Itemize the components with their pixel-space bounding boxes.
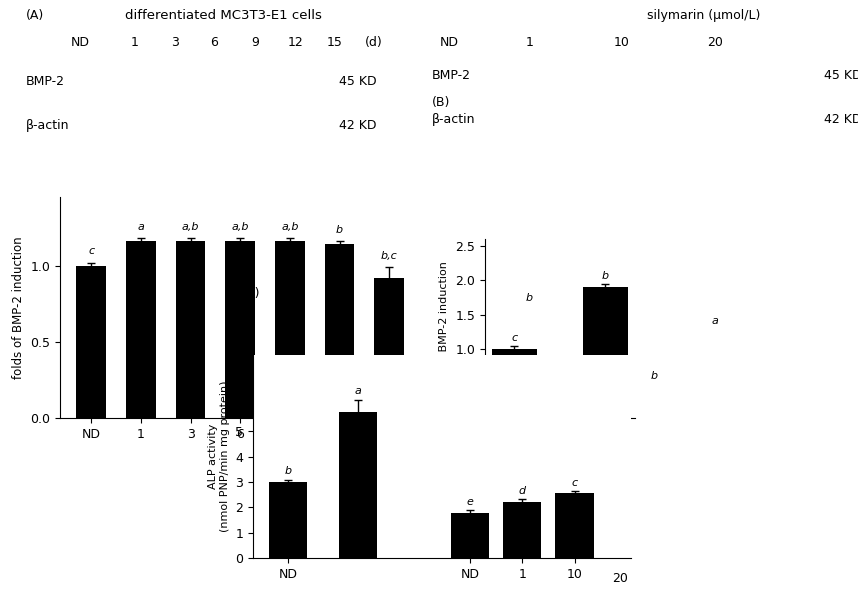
Text: a: a: [137, 222, 144, 232]
Text: b,c: b,c: [381, 251, 397, 261]
Bar: [339, 413, 378, 558]
Bar: [176, 241, 206, 418]
Bar: [374, 278, 404, 418]
Text: c: c: [88, 247, 94, 257]
Text: 45 KD: 45 KD: [824, 69, 858, 82]
Bar: [583, 287, 628, 418]
Y-axis label: ALP activity
(nmol PNP/min mg protein): ALP activity (nmol PNP/min mg protein): [208, 381, 230, 533]
Text: BMP-2: BMP-2: [432, 69, 470, 82]
Text: c: c: [571, 478, 577, 488]
Bar: [226, 241, 255, 418]
Bar: [269, 482, 307, 558]
Bar: [450, 513, 489, 558]
Text: ND: ND: [440, 36, 459, 49]
Bar: [492, 349, 537, 418]
Text: 1: 1: [130, 36, 139, 49]
Y-axis label: folds of BMP-2 induction: folds of BMP-2 induction: [439, 261, 450, 396]
Text: b: b: [650, 371, 657, 381]
Text: β-actin: β-actin: [432, 113, 475, 127]
Text: 42 KD: 42 KD: [824, 113, 858, 127]
Text: c: c: [511, 333, 517, 343]
Text: (C): (C): [242, 287, 261, 300]
Text: a: a: [354, 386, 361, 396]
Text: 12: 12: [287, 36, 303, 49]
Text: BMP-2: BMP-2: [26, 75, 64, 88]
Text: a,b: a,b: [232, 222, 249, 232]
Text: b: b: [526, 294, 533, 303]
Text: b: b: [601, 271, 609, 281]
Text: e: e: [467, 497, 474, 507]
Bar: [555, 494, 594, 558]
Text: a,b: a,b: [182, 222, 199, 232]
Text: differentiated MC3T3-E1 cells: differentiated MC3T3-E1 cells: [124, 9, 322, 22]
Text: ND: ND: [70, 36, 89, 49]
Text: 20: 20: [707, 36, 722, 49]
Text: silymarin (μmol/L): silymarin (μmol/L): [647, 9, 760, 22]
Text: 15: 15: [327, 36, 342, 49]
Text: 20: 20: [613, 572, 628, 585]
Text: 10: 10: [614, 36, 630, 49]
Text: b: b: [336, 225, 343, 235]
Text: 1: 1: [525, 36, 534, 49]
Text: d: d: [519, 485, 526, 496]
Text: a: a: [619, 309, 625, 318]
Text: (A): (A): [26, 9, 44, 22]
Text: 6: 6: [210, 36, 219, 49]
Text: (d): (d): [366, 36, 383, 49]
Text: 45 KD: 45 KD: [339, 75, 377, 88]
Bar: [275, 241, 305, 418]
Text: b: b: [285, 466, 292, 476]
Text: 3: 3: [171, 36, 179, 49]
Text: a,b: a,b: [281, 222, 299, 232]
Bar: [503, 502, 541, 558]
Bar: [126, 241, 156, 418]
Bar: [76, 266, 106, 418]
Bar: [324, 244, 354, 418]
Text: (B): (B): [432, 96, 450, 109]
Text: a: a: [711, 316, 718, 325]
Text: β-actin: β-actin: [26, 119, 69, 133]
Text: 42 KD: 42 KD: [339, 119, 377, 133]
Text: 9: 9: [251, 36, 259, 49]
Y-axis label: folds of BMP-2 induction: folds of BMP-2 induction: [12, 236, 25, 378]
